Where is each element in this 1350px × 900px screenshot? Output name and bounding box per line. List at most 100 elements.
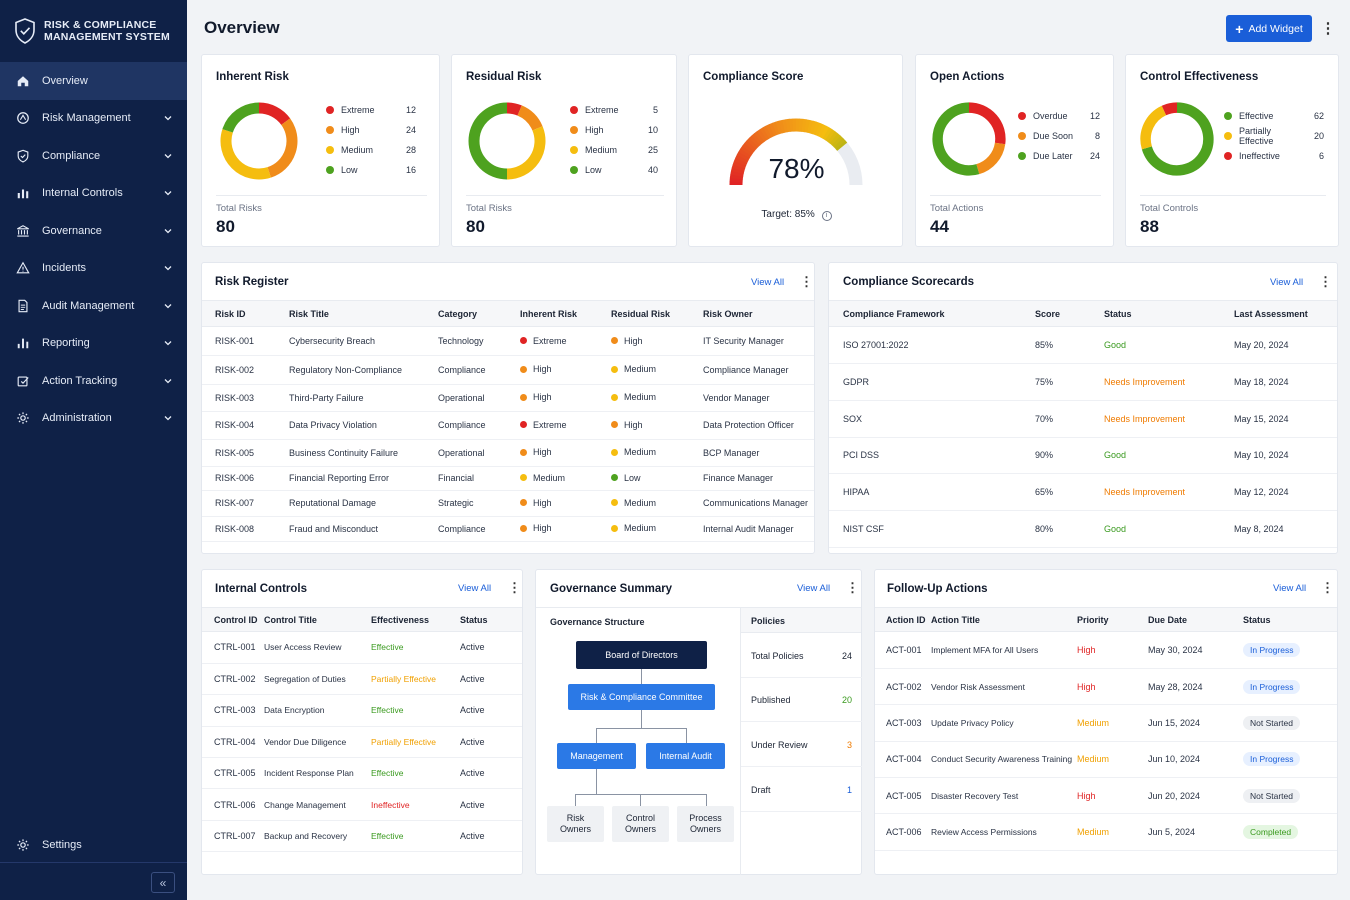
sidebar-item-reporting[interactable]: Reporting — [0, 325, 187, 363]
column-header[interactable]: Risk Owner — [703, 308, 753, 319]
table-row[interactable]: CTRL-006 Change Management Ineffective Acti… — [202, 788, 522, 821]
column-header[interactable]: Control ID — [214, 614, 258, 625]
risk-level: Extreme — [520, 336, 567, 346]
collapse-sidebar-button[interactable]: « — [151, 872, 175, 893]
column-header[interactable]: Category — [438, 308, 478, 319]
framework-status: Needs Improvement — [1104, 487, 1186, 498]
table-row[interactable]: RISK-007 Reputational Damage Strategic High… — [202, 490, 814, 517]
legend-value: 28 — [405, 145, 416, 155]
table-row[interactable]: ACT-004 Conduct Security Awareness Traini… — [875, 741, 1337, 779]
column-header[interactable]: Risk ID — [215, 308, 246, 319]
sidebar-item-governance[interactable]: Governance — [0, 212, 187, 250]
management-node[interactable]: Management — [557, 743, 636, 769]
table-row[interactable]: PCI DSS 90% Good May 10, 2024 — [829, 437, 1337, 475]
table-row[interactable]: RISK-004 Data Privacy Violation Compliance… — [202, 411, 814, 440]
policy-stat-row[interactable]: Published 20 — [741, 678, 862, 722]
sidebar-item-action-tracking[interactable]: Action Tracking — [0, 362, 187, 400]
column-header[interactable]: Last Assessment — [1234, 308, 1308, 319]
legend-item: Due Later 24 — [1018, 146, 1100, 166]
action-due-date: Jun 10, 2024 — [1148, 754, 1201, 765]
legend-dot — [570, 106, 578, 114]
sidebar-item-risk-management[interactable]: Risk Management — [0, 100, 187, 138]
view-all-link[interactable]: View All — [458, 583, 492, 594]
column-header[interactable]: Action Title — [931, 614, 980, 625]
more-options-icon[interactable]: ⋮ — [1319, 274, 1332, 289]
more-options-icon[interactable]: ⋮ — [508, 580, 521, 595]
table-row[interactable]: CTRL-001 User Access Review Effective Activ… — [202, 632, 522, 664]
control-effectiveness: Effective — [371, 768, 404, 779]
policy-stat-row[interactable]: Total Policies 24 — [741, 634, 862, 678]
sidebar-item-administration[interactable]: Administration — [0, 400, 187, 438]
column-header[interactable]: Control Title — [264, 614, 317, 625]
table-row[interactable]: ACT-003 Update Privacy Policy Medium Jun 15… — [875, 704, 1337, 742]
column-header[interactable]: Effectiveness — [371, 614, 430, 625]
more-options-icon[interactable]: ⋮ — [1321, 580, 1334, 595]
column-header[interactable]: Compliance Framework — [843, 308, 945, 319]
table-row[interactable]: CTRL-002 Segregation of Duties Partially E… — [202, 663, 522, 696]
table-row[interactable]: NIST CSF 80% Good May 8, 2024 — [829, 510, 1337, 548]
sidebar-item-incidents[interactable]: Incidents — [0, 250, 187, 288]
table-row[interactable]: RISK-003 Third-Party Failure Operational Hi… — [202, 384, 814, 412]
sidebar-item-compliance[interactable]: Compliance — [0, 137, 187, 175]
column-header[interactable]: Status — [1243, 614, 1271, 625]
policy-stat-row[interactable]: Draft 1 — [741, 768, 862, 812]
more-options-icon[interactable]: ⋮ — [800, 274, 813, 289]
risk-owners-node[interactable]: Risk Owners — [547, 806, 604, 842]
column-header[interactable]: Residual Risk — [611, 308, 671, 319]
sidebar-item-internal-controls[interactable]: Internal Controls — [0, 175, 187, 213]
view-all-link[interactable]: View All — [797, 583, 831, 594]
column-header[interactable]: Score — [1035, 308, 1061, 319]
legend-dot — [326, 146, 334, 154]
sidebar-item-overview[interactable]: Overview — [0, 62, 187, 100]
more-options-icon[interactable]: ⋮ — [846, 580, 859, 595]
committee-node[interactable]: Risk & Compliance Committee — [568, 684, 715, 710]
table-row[interactable]: HIPAA 65% Needs Improvement May 12, 2024 — [829, 473, 1337, 511]
control-id: CTRL-001 — [214, 642, 256, 653]
info-icon[interactable]: i — [821, 211, 832, 221]
table-row[interactable]: SOX 70% Needs Improvement May 15, 2024 — [829, 400, 1337, 438]
action-title: Review Access Permissions — [931, 827, 1037, 838]
column-header[interactable]: Action ID — [886, 614, 926, 625]
sidebar-item-settings[interactable]: Settings — [0, 826, 187, 864]
column-header[interactable]: Inherent Risk — [520, 308, 578, 319]
view-all-link[interactable]: View All — [751, 277, 785, 288]
table-row[interactable]: ACT-001 Implement MFA for All Users High Ma… — [875, 632, 1337, 669]
board-of-directors-node[interactable]: Board of Directors — [576, 641, 707, 669]
donut-segment-partially-effective — [1140, 105, 1167, 150]
table-row[interactable]: ACT-005 Disaster Recovery Test High Jun 20,… — [875, 777, 1337, 815]
table-row[interactable]: RISK-006 Financial Reporting Error Financi… — [202, 466, 814, 491]
gauge-fill-segment — [759, 127, 770, 141]
table-row[interactable]: CTRL-005 Incident Response Plan Effective A… — [202, 757, 522, 790]
table-row[interactable]: RISK-001 Cybersecurity Breach Technology Ex… — [202, 327, 814, 356]
view-all-link[interactable]: View All — [1270, 277, 1304, 288]
action-due-date: May 28, 2024 — [1148, 681, 1203, 692]
table-row[interactable]: ISO 27001:2022 85% Good May 20, 2024 — [829, 327, 1337, 365]
table-row[interactable]: ACT-002 Vendor Risk Assessment High May 28,… — [875, 668, 1337, 706]
table-row[interactable]: CTRL-003 Data Encryption Effective Active — [202, 694, 522, 727]
table-row[interactable]: RISK-002 Regulatory Non-Compliance Complia… — [202, 355, 814, 385]
gauge-fill-segment — [804, 119, 811, 133]
column-header[interactable]: Status — [460, 614, 488, 625]
control-owners-node[interactable]: Control Owners — [612, 806, 669, 842]
table-row[interactable]: CTRL-004 Vendor Due Diligence Partially Ef… — [202, 726, 522, 759]
table-row[interactable]: GDPR 75% Needs Improvement May 18, 2024 — [829, 363, 1337, 401]
column-header[interactable]: Due Date — [1148, 614, 1188, 625]
process-owners-node[interactable]: Process Owners — [677, 806, 734, 842]
level-dot — [520, 524, 527, 532]
sidebar-item-audit-management[interactable]: Audit Management — [0, 287, 187, 325]
column-header[interactable]: Priority — [1077, 614, 1109, 625]
policy-stat-row[interactable]: Under Review 3 — [741, 723, 862, 767]
framework-score: 90% — [1035, 450, 1054, 461]
table-row[interactable]: CTRL-007 Backup and Recovery Effective Acti… — [202, 820, 522, 853]
column-header[interactable]: Status — [1104, 308, 1132, 319]
more-options-icon[interactable]: ⋮ — [1320, 20, 1336, 37]
brand[interactable]: RISK & COMPLIANCE MANAGEMENT SYSTEM — [0, 0, 187, 62]
view-all-link[interactable]: View All — [1273, 583, 1307, 594]
table-row[interactable]: ACT-006 Review Access Permissions Medium Ju… — [875, 813, 1337, 851]
column-header[interactable]: Risk Title — [289, 308, 329, 319]
table-row[interactable]: RISK-005 Business Continuity Failure Opera… — [202, 439, 814, 467]
table-row[interactable]: RISK-008 Fraud and Misconduct Compliance Hi… — [202, 516, 814, 542]
internal-audit-node[interactable]: Internal Audit — [646, 743, 725, 769]
add-widget-button[interactable]: + Add Widget — [1226, 15, 1312, 42]
risk-title: Business Continuity Failure — [289, 447, 399, 458]
